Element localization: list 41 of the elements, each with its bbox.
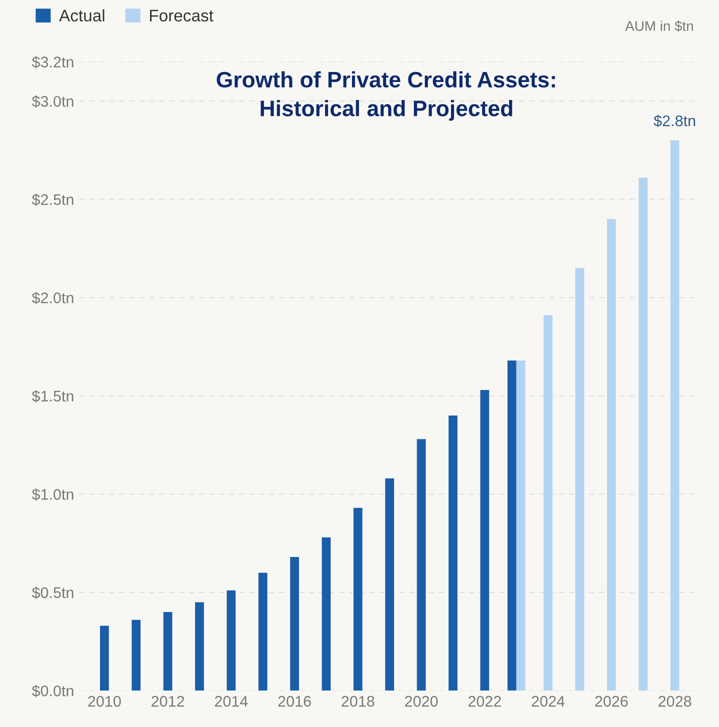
text: AUM in $tn	[625, 20, 693, 32]
bar	[258, 572, 268, 691]
bar	[322, 537, 331, 691]
bar	[448, 416, 458, 691]
y-tick-label: $2.5tn	[32, 194, 74, 206]
bar	[544, 315, 553, 691]
bar	[195, 602, 204, 691]
x-tick-label: 2012	[152, 696, 184, 707]
bar	[226, 590, 236, 691]
x-tick-label: 2010	[88, 696, 121, 707]
bar	[163, 612, 172, 691]
bar	[100, 626, 109, 691]
x-tick-label: 2028	[658, 696, 692, 707]
x-tick-label: 2016	[278, 696, 311, 707]
y-tick-label: $3.0tn	[32, 95, 74, 108]
bar	[638, 178, 648, 691]
x-tick-label: 2022	[468, 696, 501, 707]
y-tick-label: $3.2tn	[32, 56, 74, 68]
bar	[575, 268, 584, 691]
bar	[290, 557, 300, 691]
data-label: $2.8tn	[654, 114, 696, 128]
bar	[670, 140, 680, 691]
x-tick-label: 2020	[405, 696, 438, 707]
bar	[480, 390, 490, 691]
bar	[132, 620, 141, 691]
bar	[416, 439, 426, 691]
y-tick-label: $0.0tn	[32, 684, 74, 698]
bar	[354, 508, 362, 691]
y-tick-label: $1.0tn	[32, 488, 74, 501]
legend-label: Forecast	[150, 10, 214, 22]
x-tick-label: 2026	[595, 696, 628, 707]
text: Growth of Private Credit Assets: Historical and Projected	[216, 71, 555, 121]
bar	[607, 219, 616, 691]
x-tick-label: 2014	[214, 696, 248, 707]
y-tick-label: $2.0tn	[32, 292, 74, 304]
y-tick-label: $0.5tn	[32, 586, 74, 599]
x-tick-label: 2018	[342, 696, 374, 707]
bar	[385, 478, 394, 691]
y-tick-label: $1.5tn	[32, 390, 74, 402]
legend-label: Actual	[59, 9, 104, 22]
x-tick-label: 2024	[532, 696, 565, 707]
